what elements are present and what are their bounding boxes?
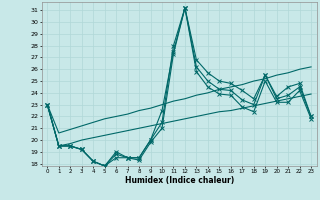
X-axis label: Humidex (Indice chaleur): Humidex (Indice chaleur) (124, 176, 234, 185)
